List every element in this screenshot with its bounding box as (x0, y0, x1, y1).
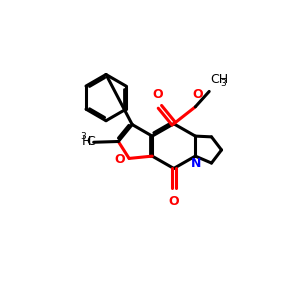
Text: CH: CH (211, 73, 229, 86)
Text: O: O (152, 88, 163, 101)
Text: C: C (86, 135, 95, 148)
Text: H: H (82, 135, 92, 148)
Text: O: O (169, 195, 179, 208)
Text: 3: 3 (221, 79, 226, 88)
Text: N: N (191, 157, 201, 170)
Text: 3: 3 (80, 133, 86, 142)
Text: O: O (192, 88, 203, 101)
Text: O: O (115, 153, 125, 166)
